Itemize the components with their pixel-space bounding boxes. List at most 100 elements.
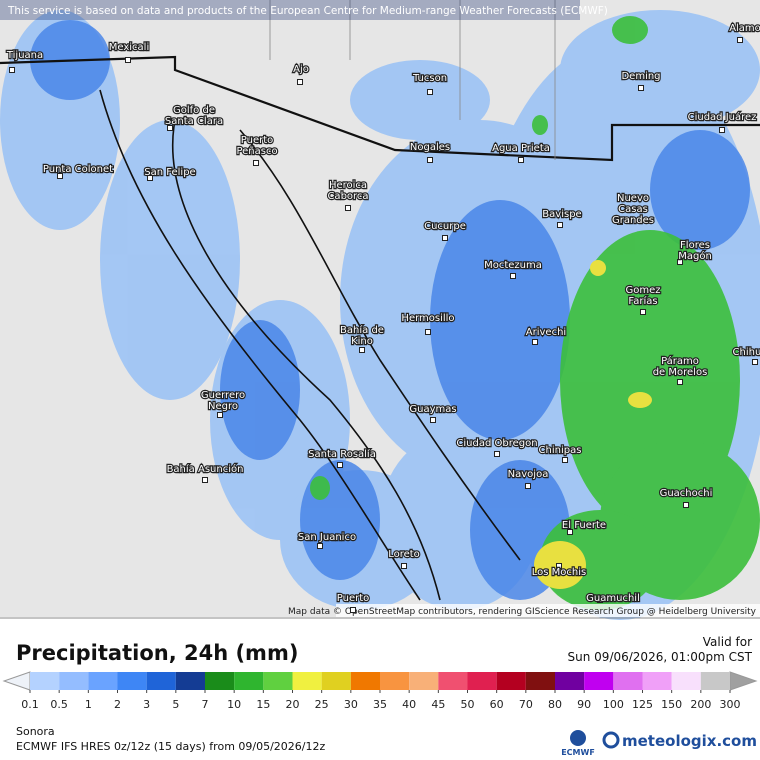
city-marker [430, 417, 436, 423]
color-box [205, 672, 235, 690]
city-label: Agua Prieta [492, 143, 550, 154]
city-label: Caborca [327, 191, 368, 202]
region: Sonora [16, 725, 55, 738]
city-label: San Felipe [144, 167, 195, 178]
tick-label: 50 [461, 698, 475, 711]
tick-label: 35 [373, 698, 387, 711]
valid-label: Valid for [703, 635, 752, 649]
city-label: Arivechi [526, 327, 566, 338]
meteologix-icon [602, 731, 620, 749]
city-label: Ajo [293, 64, 309, 75]
color-box [467, 672, 497, 690]
city-marker [638, 85, 644, 91]
city-label: Peñasco [236, 146, 277, 157]
ecmwf-icon [570, 730, 586, 746]
tick-label: 40 [402, 698, 416, 711]
city-marker [677, 379, 683, 385]
tick-label: 7 [202, 698, 209, 711]
tick-label: 300 [720, 698, 741, 711]
city-marker [427, 157, 433, 163]
city-label: Alamo [729, 23, 760, 34]
color-box [671, 672, 701, 690]
color-box [321, 672, 351, 690]
color-box [555, 672, 585, 690]
city-marker [125, 57, 131, 63]
tick-label: 70 [519, 698, 533, 711]
tick-label: 80 [548, 698, 562, 711]
borders [0, 0, 760, 601]
under-arrow [2, 671, 31, 691]
city-marker [57, 173, 63, 179]
city-label: Gomez [625, 285, 660, 296]
city-label: Guaymas [409, 404, 456, 415]
city-marker [510, 273, 516, 279]
map: This service is based on data and produc… [0, 0, 760, 620]
color-box [584, 672, 614, 690]
city-labels: Tijuana Mexicali Ajo Tucson Deming Alamo Ciuda… [5, 22, 760, 613]
color-box [380, 672, 410, 690]
city-label: Santa Clara [165, 116, 223, 127]
city-label: Puerto [241, 135, 274, 146]
model-info: ECMWF IFS HRES 0z/12z (15 days) from 09/… [16, 740, 326, 753]
city-marker [253, 160, 259, 166]
city-marker [719, 127, 725, 133]
city-label: Guamuchil [586, 593, 640, 604]
tick-label: 1 [85, 698, 92, 711]
tick-label: 200 [690, 698, 711, 711]
tick-label: 5 [172, 698, 179, 711]
city-marker [737, 37, 743, 43]
city-marker [567, 529, 573, 535]
color-box [525, 672, 555, 690]
city-label: Tucson [412, 73, 447, 84]
city-label: Negro [208, 401, 238, 412]
city-marker [617, 219, 623, 225]
city-marker [217, 412, 223, 418]
city-label: Los Mochis [532, 567, 586, 578]
city-label: San Juanico [298, 532, 356, 543]
city-marker [345, 205, 351, 211]
city-marker [359, 347, 365, 353]
colorbar: 0.1 0.5 1 2 3 5 7 10 15 20 25 30 35 40 45 50 60 70 80 90 100… [2, 671, 758, 711]
city-label: Bahía Asunción [167, 463, 244, 475]
city-label: Hermosillo [401, 313, 454, 324]
city-label: Tijuana [6, 50, 43, 61]
legend-title: Precipitation, 24h (mm) [16, 641, 298, 665]
city-label: Deming [621, 71, 660, 82]
notice: This service is based on data and produc… [7, 5, 608, 17]
attribution: Map data © OpenStreetMap contributors, r… [288, 607, 757, 617]
city-marker [442, 235, 448, 241]
over-arrow [729, 671, 758, 691]
city-label: Casas [618, 204, 648, 215]
color-box [438, 672, 468, 690]
tick-label: 10 [227, 698, 241, 711]
city-marker [9, 67, 15, 73]
city-label: El Fuerte [562, 520, 606, 531]
city-marker [562, 457, 568, 463]
city-label: Páramo [661, 355, 699, 367]
city-marker [202, 477, 208, 483]
city-label: Bahía de [340, 324, 384, 336]
tick-label: 25 [315, 698, 329, 711]
color-box [700, 672, 730, 690]
city-label: Flores [680, 240, 710, 251]
tick-label: 0.1 [21, 698, 39, 711]
city-label: Loreto [388, 549, 420, 560]
tick-label: 125 [632, 698, 653, 711]
color-box [409, 672, 439, 690]
city-label: de Morelos [653, 367, 708, 378]
city-marker [683, 502, 689, 508]
city-marker [752, 359, 758, 365]
city-label: Heroica [329, 180, 367, 191]
city-marker [401, 563, 407, 569]
tick-label: 45 [431, 698, 445, 711]
color-box [263, 672, 293, 690]
city-label: Nogales [410, 142, 450, 153]
valid-time: Sun 09/06/2026, 01:00pm CST [568, 650, 753, 664]
city-marker [640, 309, 646, 315]
color-box [175, 672, 205, 690]
tick-label: 150 [661, 698, 682, 711]
city-marker [532, 339, 538, 345]
color-box [292, 672, 322, 690]
